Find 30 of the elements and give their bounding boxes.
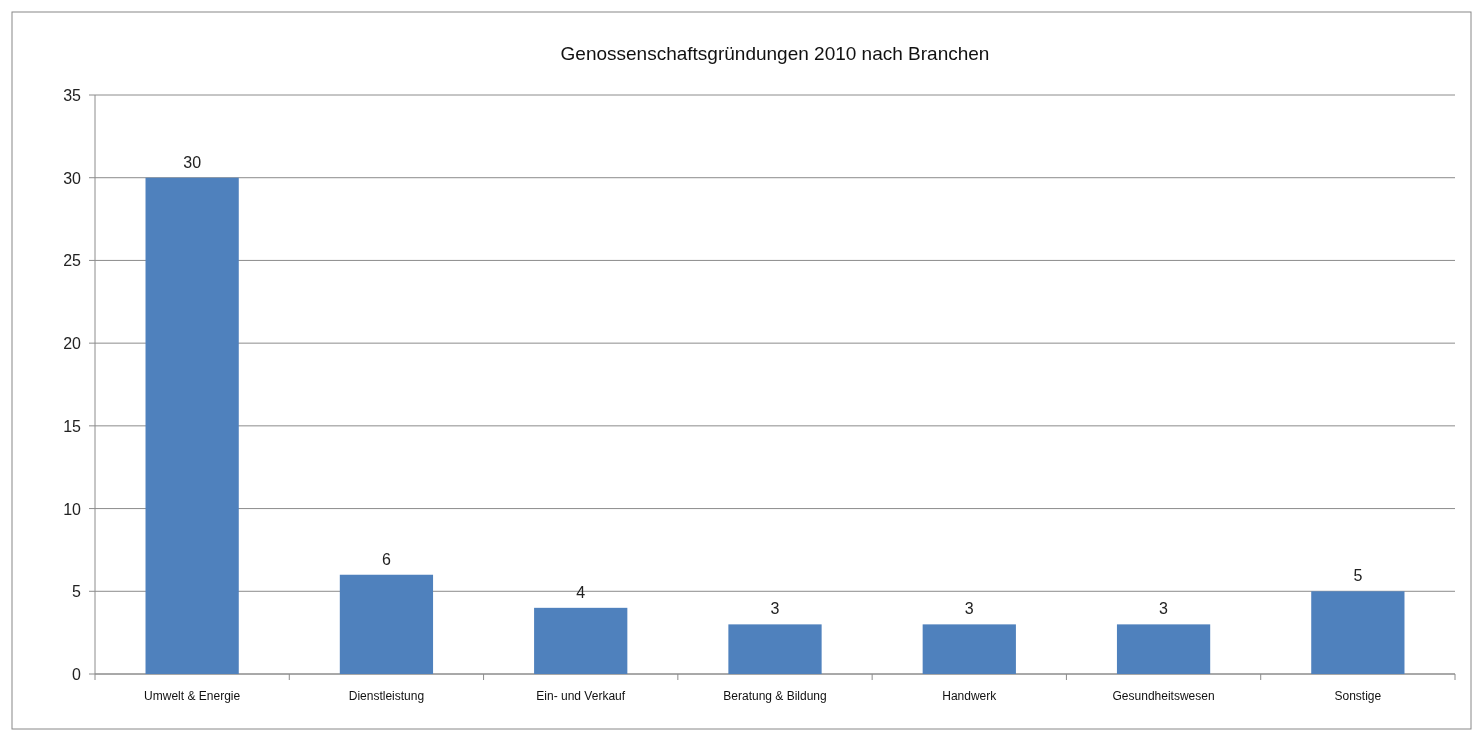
y-tick-label: 25 [63, 252, 82, 270]
data-label: 30 [183, 153, 202, 171]
data-label: 3 [964, 600, 974, 618]
bar [145, 177, 239, 674]
y-tick-label: 15 [63, 417, 82, 435]
data-label: 3 [1159, 600, 1169, 618]
x-tick-label: Sonstige [1334, 689, 1382, 703]
data-label: 3 [770, 600, 780, 618]
bar [1116, 624, 1211, 674]
y-tick-label: 5 [72, 583, 82, 601]
x-tick-label: Handwerk [942, 689, 998, 703]
bar [922, 624, 1016, 674]
data-label: 4 [576, 583, 586, 601]
y-tick-label: 30 [63, 169, 82, 187]
y-tick-label: 0 [72, 666, 82, 683]
bar [339, 574, 434, 674]
x-tick-label: Dienstleistung [348, 689, 425, 703]
bar [1311, 591, 1405, 674]
chart-title: Genossenschaftsgründungen 2010 nach Branchen [560, 43, 990, 64]
bar [534, 607, 628, 674]
y-tick-label: 20 [63, 335, 82, 353]
x-tick-label: Gesundheitswesen [1112, 689, 1215, 703]
bar [728, 624, 822, 674]
x-tick-label: Ein- und Verkauf [536, 689, 626, 703]
y-tick-label: 10 [63, 500, 82, 518]
x-tick-label: Umwelt & Energie [144, 689, 241, 703]
x-tick-label: Beratung & Bildung [723, 689, 827, 703]
y-tick-label: 35 [63, 87, 82, 104]
data-label: 6 [381, 550, 391, 568]
data-label: 5 [1353, 567, 1363, 585]
